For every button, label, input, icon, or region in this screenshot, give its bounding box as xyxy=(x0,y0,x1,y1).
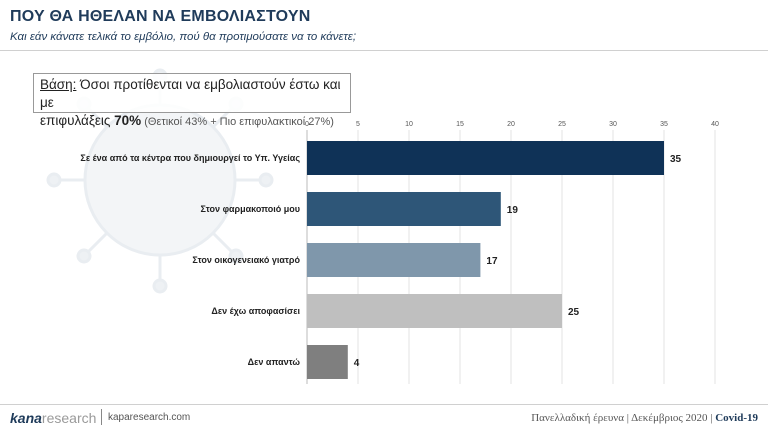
base-label: Βάση: xyxy=(40,77,77,92)
data-label: 25 xyxy=(568,307,580,318)
base-pct: 70% xyxy=(114,113,142,128)
footer-survey: Πανελλαδική έρευνα | Δεκέμβριος 2020 | xyxy=(531,412,716,424)
virus-watermark-icon xyxy=(46,68,274,294)
bar xyxy=(307,294,562,328)
bar xyxy=(307,345,348,379)
footer-separator xyxy=(101,409,102,425)
bar xyxy=(307,141,664,175)
x-tick-label: 0 xyxy=(305,121,309,128)
category-label: Σε ένα από τα κέντρα που δημιουργεί το Υ… xyxy=(80,153,300,163)
category-label: Στον οικογενειακό γιατρό xyxy=(192,255,300,265)
category-label: Δεν έχω αποφασίσει xyxy=(211,306,300,316)
footer-site[interactable]: kaparesearch.com xyxy=(108,412,191,423)
page-title: ΠΟΥ ΘΑ ΗΘΕΛΑΝ ΝΑ ΕΜΒΟΛΙΑΣΤΟΥΝ xyxy=(10,8,311,25)
data-label: 35 xyxy=(670,154,682,165)
x-tick-label: 30 xyxy=(609,121,617,128)
category-label: Δεν απαντώ xyxy=(248,357,301,367)
category-label: Στον φαρμακοποιό μου xyxy=(201,204,300,214)
base-note: Βάση: Όσοι προτίθενται να εμβολιαστούν έ… xyxy=(33,73,351,128)
footer-survey-info: Πανελλαδική έρευνα | Δεκέμβριος 2020 | C… xyxy=(531,412,758,424)
base-detail: (Θετικοί 43% + Πιο επιφυλακτικοί 27%) xyxy=(141,116,334,128)
kana-logo: kanaresearch xyxy=(10,410,97,426)
data-label: 19 xyxy=(507,205,519,216)
header-divider xyxy=(0,50,768,51)
x-tick-label: 5 xyxy=(356,121,360,128)
x-tick-label: 10 xyxy=(405,121,413,128)
base-text-1: Όσοι προτίθενται να εμβολιαστούν έστω κα… xyxy=(40,77,341,110)
footer-divider xyxy=(0,404,768,405)
x-tick-label: 25 xyxy=(558,121,566,128)
x-tick-label: 20 xyxy=(507,121,515,128)
data-label: 17 xyxy=(486,256,498,267)
data-label: 4 xyxy=(354,358,360,369)
page-subtitle: Και εάν κάνατε τελικά το εμβόλιο, πού θα… xyxy=(10,31,357,43)
x-tick-label: 40 xyxy=(711,121,719,128)
x-tick-label: 15 xyxy=(456,121,464,128)
bar-chart: 0 5 10 15 20 25 30 35 40 Σε ένα από τα κέντρα που… xyxy=(80,121,719,384)
base-text-2: επιφυλάξεις xyxy=(40,113,115,128)
x-tick-label: 35 xyxy=(660,121,668,128)
bar xyxy=(307,192,501,226)
bar xyxy=(307,243,481,277)
footer-topic: Covid-19 xyxy=(715,412,758,424)
